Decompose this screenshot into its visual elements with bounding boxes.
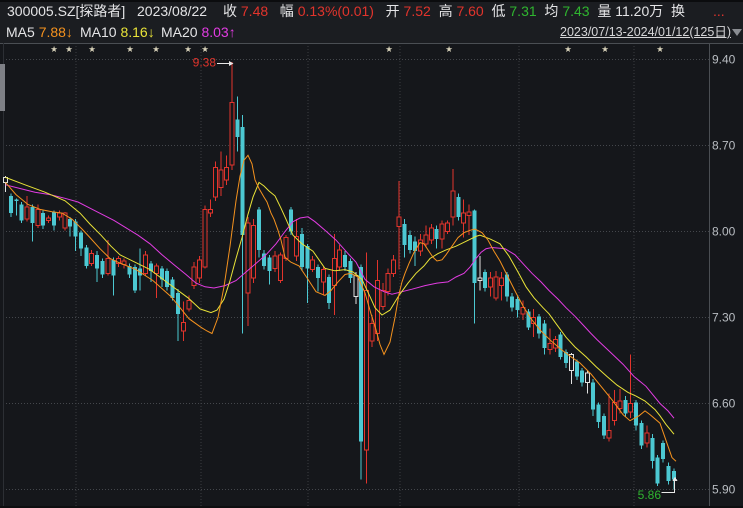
svg-text:6.60: 6.60: [712, 397, 736, 411]
svg-text:★: ★: [564, 44, 572, 54]
svg-text:★: ★: [126, 44, 134, 54]
svg-text:★: ★: [65, 44, 73, 54]
svg-text:★: ★: [656, 44, 664, 54]
svg-text:9.38: 9.38: [193, 56, 217, 70]
svg-text:9.40: 9.40: [712, 53, 736, 67]
svg-text:★: ★: [88, 44, 96, 54]
svg-text:★: ★: [201, 44, 209, 54]
svg-text:★: ★: [445, 44, 453, 54]
svg-text:★: ★: [152, 44, 160, 54]
svg-text:★: ★: [184, 44, 192, 54]
svg-text:5.90: 5.90: [712, 483, 736, 497]
svg-text:5.86: 5.86: [638, 488, 662, 502]
svg-text:★: ★: [385, 44, 393, 54]
svg-text:★: ★: [50, 44, 58, 54]
svg-text:8.70: 8.70: [712, 139, 736, 153]
svg-text:8.00: 8.00: [712, 225, 736, 239]
svg-text:★: ★: [601, 44, 609, 54]
svg-text:7.30: 7.30: [712, 311, 736, 325]
